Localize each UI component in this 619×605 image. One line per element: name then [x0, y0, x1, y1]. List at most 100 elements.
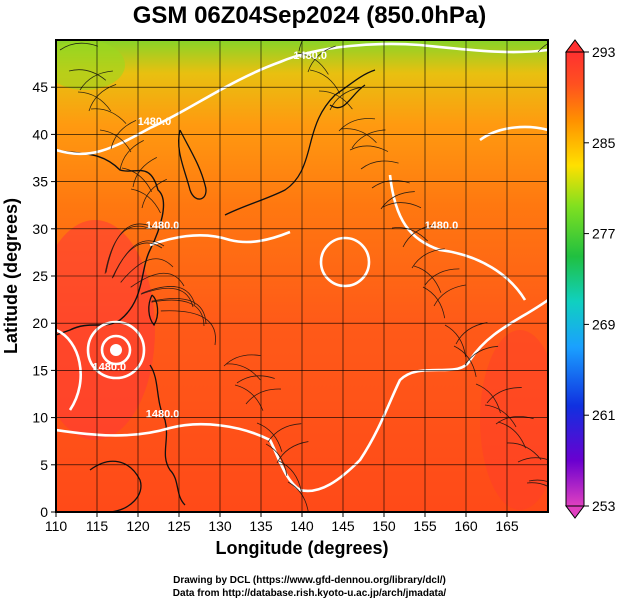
streamline [141, 178, 167, 209]
streamline [517, 457, 548, 463]
streamline [140, 287, 194, 308]
contour-label: 1480.0 [425, 220, 459, 232]
x-tick-label: 140 [290, 518, 314, 534]
streamline [105, 223, 154, 273]
streamline [223, 354, 261, 367]
streamline [486, 387, 522, 404]
streamline [318, 90, 353, 110]
streamline [453, 345, 477, 377]
x-tick-label: 120 [126, 518, 150, 534]
colorbar-body [565, 51, 585, 507]
streamline [276, 441, 309, 464]
y-tick-label: 5 [40, 457, 48, 473]
streamline [349, 145, 389, 152]
x-axis-title: Longitude (degrees) [215, 538, 388, 558]
colorbar-tick-label: 269 [592, 316, 616, 332]
streamline [256, 422, 283, 452]
coastline-philippines [149, 364, 186, 506]
streamline [382, 202, 422, 209]
streamline [234, 384, 264, 411]
coastline-korea [178, 129, 207, 200]
streamline [130, 188, 161, 214]
streamline [119, 139, 144, 171]
streamline [424, 268, 460, 286]
colorbar-bottom-arrow [565, 505, 585, 519]
streamline [340, 128, 377, 143]
y-tick-label: 45 [32, 79, 48, 95]
streamline [309, 69, 341, 94]
y-tick-label: 10 [32, 410, 48, 426]
y-tick-label: 20 [32, 315, 48, 331]
contour-label: 1480.0 [146, 220, 180, 232]
streamline [464, 345, 499, 366]
x-tick-label: 115 [86, 518, 109, 534]
streamline [110, 120, 137, 150]
colorbar-tick-label: 261 [592, 407, 616, 423]
streamline [132, 157, 157, 188]
streamline [380, 191, 415, 210]
streamline [99, 129, 132, 153]
streamline [121, 167, 152, 192]
x-axis: 110 115 120 125 130 135 140 145 150 155 160 165 [45, 512, 519, 534]
x-tick-label: 160 [454, 518, 478, 534]
streamline [111, 242, 163, 279]
chart-title: GSM 06Z04Sep2024 (850.0hPa) [132, 2, 487, 29]
credit-line-drawing: Drawing by DCL (https://www.gfd-dennou.o… [173, 575, 446, 586]
streamline [298, 40, 304, 52]
x-tick-label: 150 [372, 518, 396, 534]
streamline [338, 118, 376, 132]
streamline [236, 375, 275, 384]
streamline [537, 43, 548, 53]
streamline [307, 45, 336, 73]
x-tick-label: 145 [331, 518, 355, 534]
colorbar: 293 285 277 269 261 253 [565, 39, 616, 519]
typhoon-eye [110, 344, 122, 356]
y-tick-label: 25 [32, 268, 48, 284]
streamline [88, 84, 117, 112]
streamline [265, 443, 288, 476]
contour-label: 1480.0 [293, 50, 327, 62]
streamline [422, 286, 446, 319]
streamline [296, 52, 329, 75]
streamline [371, 180, 410, 189]
contour-label: 1480.0 [92, 361, 126, 373]
colorbar-top-arrow [565, 39, 585, 53]
streamline [411, 248, 445, 269]
streamline [267, 423, 302, 443]
streamline [141, 286, 196, 306]
streamline [77, 91, 112, 112]
x-tick-label: 155 [413, 518, 437, 534]
colorbar-tick-label: 253 [592, 498, 616, 514]
y-axis: 0 5 10 15 20 25 30 35 40 45 [32, 79, 56, 520]
contour-label: 1480.0 [146, 409, 180, 421]
y-tick-label: 30 [32, 221, 48, 237]
x-tick-label: 110 [45, 518, 68, 534]
streamline [433, 284, 466, 307]
streamline [68, 69, 107, 81]
streamline [225, 363, 261, 381]
x-tick-label: 130 [208, 518, 232, 534]
credit-line-data: Data from http://database.rish.kyoto-u.a… [172, 588, 447, 599]
y-tick-label: 40 [32, 126, 48, 142]
streamline [402, 224, 435, 248]
colorbar-tick-label: 285 [592, 135, 616, 151]
x-tick-label: 165 [495, 518, 519, 534]
streamline [104, 225, 152, 274]
streamline [160, 310, 216, 346]
streamline [90, 108, 127, 124]
plot-area: 1480.0 1480.0 1480.0 1480.0 1480.0 1480.0 [55, 39, 549, 513]
y-axis-title: Latitude (degrees) [1, 198, 21, 354]
streamline [484, 404, 517, 428]
streamline [329, 87, 361, 111]
streamline [59, 42, 98, 51]
y-tick-label: 35 [32, 174, 48, 190]
colorbar-tick-label: 277 [592, 226, 616, 242]
streamline [278, 460, 302, 492]
streamline [506, 442, 542, 461]
streamline [151, 299, 205, 327]
colorbar-ticks: 293 285 277 269 261 253 [584, 44, 616, 514]
coastline-borneo [89, 460, 142, 512]
streamline [130, 272, 185, 288]
streamline [497, 421, 526, 449]
contour-label: 1480.0 [138, 116, 172, 128]
